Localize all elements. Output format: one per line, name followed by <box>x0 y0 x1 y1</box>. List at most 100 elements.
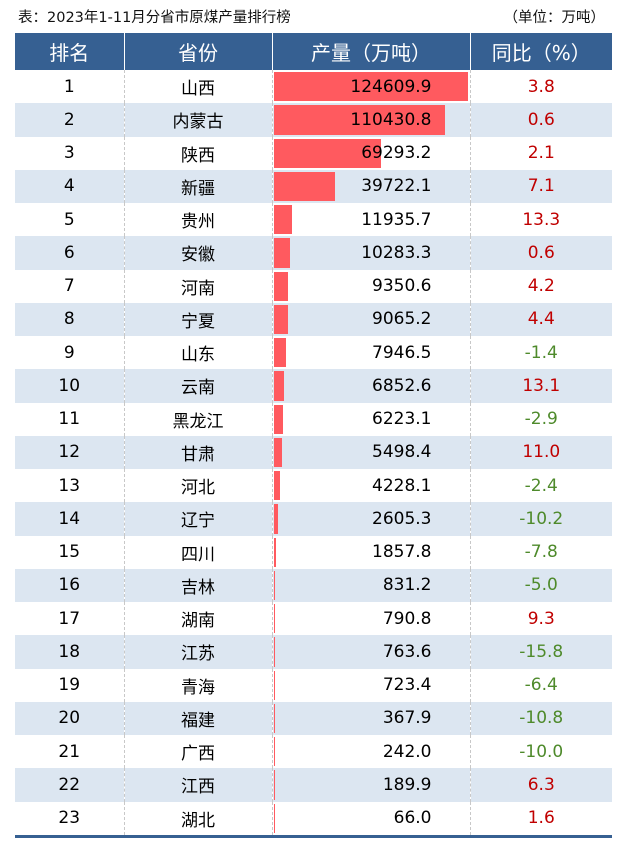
table-row: 9 山东 7946.5 -1.4 <box>15 336 612 370</box>
production-cell: 723.4 <box>271 668 470 702</box>
production-value: 4228.1 <box>372 475 432 496</box>
table-row: 21 广西 242.0 -10.0 <box>15 735 612 769</box>
production-cell: 7946.5 <box>271 336 470 370</box>
header-row: 排名 省份 产量（万吨） 同比（%） <box>15 33 612 70</box>
province-cell: 吉林 <box>123 568 272 602</box>
province-cell: 河北 <box>123 469 272 503</box>
rank-cell: 8 <box>15 302 124 336</box>
production-value: 1857.8 <box>372 542 432 563</box>
rank-cell: 13 <box>58 475 81 496</box>
production-cell: 39722.1 <box>271 169 470 203</box>
production-bar <box>273 570 275 600</box>
header-province: 省份 <box>123 33 272 70</box>
table-row: 8 宁夏 9065.2 4.4 <box>15 302 612 336</box>
rank-cell: 5 <box>63 209 75 230</box>
production-cell: 66.0 <box>271 801 470 838</box>
rank-cell: 11 <box>58 409 81 430</box>
production-cell: 9350.6 <box>271 269 470 303</box>
production-value: 11935.7 <box>361 209 432 230</box>
province-cell: 江苏 <box>123 635 272 669</box>
province-cell: 福建 <box>123 701 272 735</box>
production-bar <box>273 171 336 201</box>
yoy-cell: 11.0 <box>469 435 612 469</box>
province-cell: 辽宁 <box>123 502 272 536</box>
production-cell: 110430.8 <box>271 103 470 137</box>
production-cell: 5498.4 <box>271 435 470 469</box>
yoy-cell: 9.3 <box>469 602 612 636</box>
table-row: 23 湖北 66.0 1.6 <box>15 801 612 838</box>
province-cell: 新疆 <box>123 169 272 203</box>
yoy-cell: -6.4 <box>469 668 612 702</box>
yoy-cell: 6.3 <box>469 768 612 802</box>
production-value: 9065.2 <box>372 309 432 330</box>
production-bar <box>273 703 275 733</box>
production-bar <box>273 471 281 501</box>
yoy-cell: 4.2 <box>469 269 612 303</box>
production-bar <box>273 138 382 168</box>
production-value: 367.9 <box>382 708 432 729</box>
rank-cell: 23 <box>15 801 124 838</box>
table-row: 7 河南 9350.6 4.2 <box>15 269 612 303</box>
rank-cell: 17 <box>58 608 81 629</box>
production-cell: 763.6 <box>271 635 470 669</box>
header-yoy: 同比（%） <box>469 33 612 70</box>
production-bar <box>273 604 275 634</box>
unit-label: （单位：万吨） <box>503 10 606 26</box>
production-value: 723.4 <box>382 675 432 696</box>
province-cell: 甘肃 <box>123 435 272 469</box>
province-cell: 黑龙江 <box>123 402 272 436</box>
yoy-cell: -2.9 <box>469 402 612 436</box>
table-row: 22 江西 189.9 6.3 <box>15 768 612 802</box>
rank-cell: 1 <box>63 76 75 97</box>
yoy-cell: -10.0 <box>469 735 612 769</box>
yoy-cell: 13.1 <box>469 369 612 403</box>
production-cell: 4228.1 <box>271 469 470 503</box>
table-row: 10 云南 6852.6 13.1 <box>15 369 612 403</box>
production-value: 124609.9 <box>350 76 432 97</box>
table-row: 14 辽宁 2605.3 -10.2 <box>15 502 612 536</box>
rank-cell: 21 <box>58 741 81 762</box>
production-bar <box>273 271 289 301</box>
table-row: 11 黑龙江 6223.1 -2.9 <box>15 402 612 436</box>
province-cell: 山东 <box>123 336 272 370</box>
table-row: 1 山西 124609.9 3.8 <box>15 70 612 104</box>
production-value: 7946.5 <box>372 342 432 363</box>
yoy-cell: 0.6 <box>469 236 612 270</box>
production-cell: 189.9 <box>271 768 470 802</box>
production-bar <box>273 72 468 102</box>
table-row: 3 陕西 69293.2 2.1 <box>15 136 612 170</box>
production-cell: 11935.7 <box>271 203 470 237</box>
table-row: 15 四川 1857.8 -7.8 <box>15 535 612 569</box>
production-value: 6223.1 <box>372 409 432 430</box>
production-bar <box>273 105 446 135</box>
yoy-cell: 7.1 <box>469 169 612 203</box>
province-cell: 内蒙古 <box>123 103 272 137</box>
table-row: 5 贵州 11935.7 13.3 <box>15 203 612 237</box>
rank-cell: 2 <box>15 103 124 137</box>
table-row: 2 内蒙古 110430.8 0.6 <box>15 103 612 137</box>
production-value: 10283.3 <box>361 242 432 263</box>
production-value: 189.9 <box>382 774 432 795</box>
rank-cell: 4 <box>15 169 124 203</box>
yoy-cell: 0.6 <box>469 103 612 137</box>
production-cell: 831.2 <box>271 568 470 602</box>
table-row: 16 吉林 831.2 -5.0 <box>15 568 612 602</box>
yoy-cell: 2.1 <box>469 136 612 170</box>
yoy-cell: -10.8 <box>469 701 612 735</box>
header-rank: 排名 <box>15 33 124 70</box>
yoy-cell: 3.8 <box>469 70 612 104</box>
yoy-cell: 1.6 <box>469 801 612 838</box>
yoy-cell: -7.8 <box>469 535 612 569</box>
yoy-cell: -10.2 <box>469 502 612 536</box>
production-cell: 10283.3 <box>271 236 470 270</box>
yoy-cell: -1.4 <box>469 336 612 370</box>
rank-cell: 20 <box>15 701 124 735</box>
table-row: 4 新疆 39722.1 7.1 <box>15 169 612 203</box>
province-cell: 江西 <box>123 768 272 802</box>
province-cell: 四川 <box>123 535 272 569</box>
production-value: 66.0 <box>393 808 432 829</box>
province-cell: 山西 <box>123 70 272 104</box>
production-value: 9350.6 <box>372 276 432 297</box>
production-value: 110430.8 <box>350 109 432 130</box>
table-row: 20 福建 367.9 -10.8 <box>15 701 612 735</box>
